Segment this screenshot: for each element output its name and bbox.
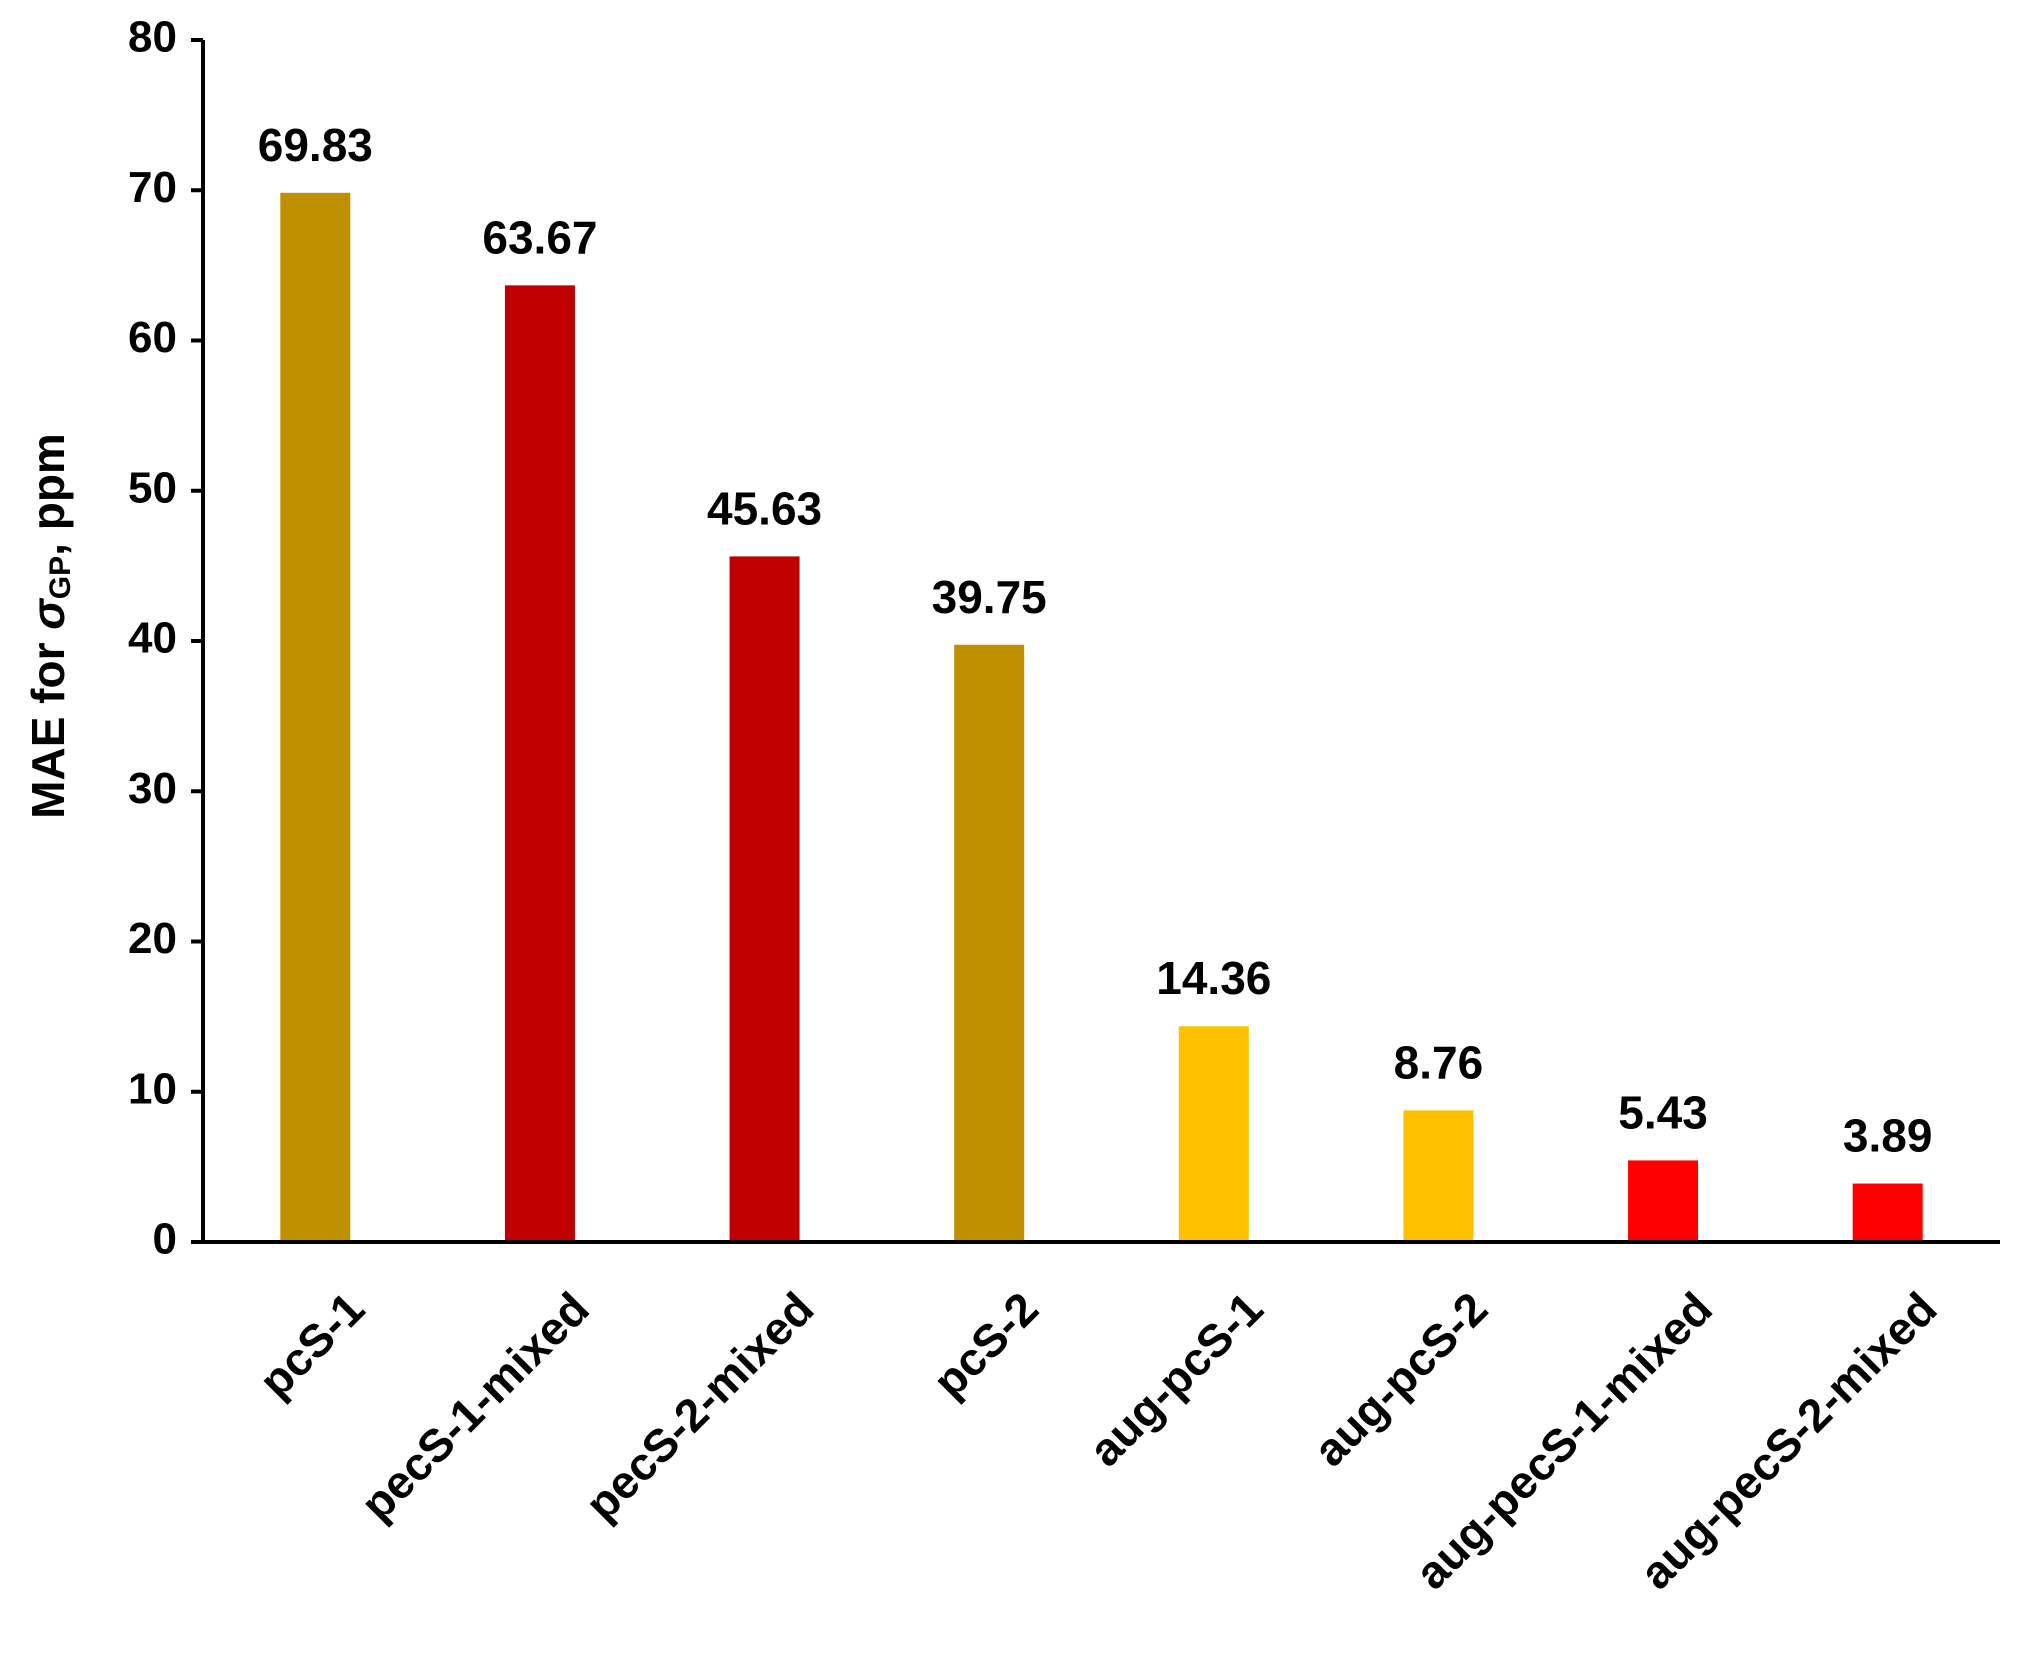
y-axis-title-subscript: GP (44, 556, 77, 599)
category-label-pecS-1-mixed: pecS-1-mixed (350, 1282, 598, 1530)
y-tick-label: 80 (128, 13, 177, 62)
y-axis-title: MAE for σGP, ppm (22, 433, 77, 819)
y-tick-label: 30 (128, 764, 177, 813)
data-label-aug-pecS-1-mixed: 5.43 (1618, 1086, 1708, 1138)
svg-text:MAE for σGP, ppm: MAE for σGP, ppm (22, 433, 77, 819)
category-label-pcS-1: pcS-1 (249, 1282, 374, 1407)
bar-pecS-1-mixed (504, 285, 575, 1242)
bar-pecS-2-mixed (729, 556, 800, 1242)
data-label-aug-pcS-1: 14.36 (1156, 952, 1271, 1004)
y-tick-label: 20 (128, 914, 177, 963)
data-label-pecS-2-mixed: 45.63 (707, 482, 822, 534)
y-axis-title-suffix: , ppm (22, 433, 74, 556)
category-label-pecS-2-mixed: pecS-2-mixed (575, 1282, 823, 1530)
data-label-aug-pecS-2-mixed: 3.89 (1843, 1110, 1933, 1162)
data-label-pecS-1-mixed: 63.67 (482, 211, 597, 263)
bar-pcS-1 (280, 192, 351, 1243)
category-label-aug-pcS-2: aug-pcS-2 (1303, 1282, 1497, 1476)
y-axis-title-prefix: MAE for (22, 630, 74, 819)
bar-aug-pcS-2 (1403, 1110, 1474, 1242)
category-label-pcS-2: pcS-2 (923, 1282, 1048, 1407)
bar-pcS-2 (954, 644, 1025, 1242)
data-label-aug-pcS-2: 8.76 (1394, 1036, 1484, 1088)
bar-aug-pecS-1-mixed (1628, 1160, 1699, 1242)
data-labels: 69.83 63.67 45.63 39.75 14.36 8.76 5.43 3.89 (258, 119, 1933, 1162)
y-tick-label: 50 (128, 463, 177, 512)
y-axis-ticks: 0 10 20 30 40 50 60 70 80 (128, 13, 203, 1264)
y-tick-label: 10 (128, 1064, 177, 1113)
data-label-pcS-2: 39.75 (932, 571, 1047, 623)
bar-aug-pecS-2-mixed (1852, 1183, 1923, 1242)
y-tick-label: 40 (128, 614, 177, 663)
bars (280, 192, 1923, 1243)
data-label-pcS-1: 69.83 (258, 119, 373, 171)
y-tick-label: 70 (128, 163, 177, 212)
bar-aug-pcS-1 (1178, 1026, 1249, 1242)
y-tick-label: 60 (128, 313, 177, 362)
y-tick-label: 0 (153, 1215, 177, 1264)
y-axis-title-symbol: σ (22, 598, 74, 630)
category-label-aug-pcS-1: aug-pcS-1 (1079, 1282, 1273, 1476)
